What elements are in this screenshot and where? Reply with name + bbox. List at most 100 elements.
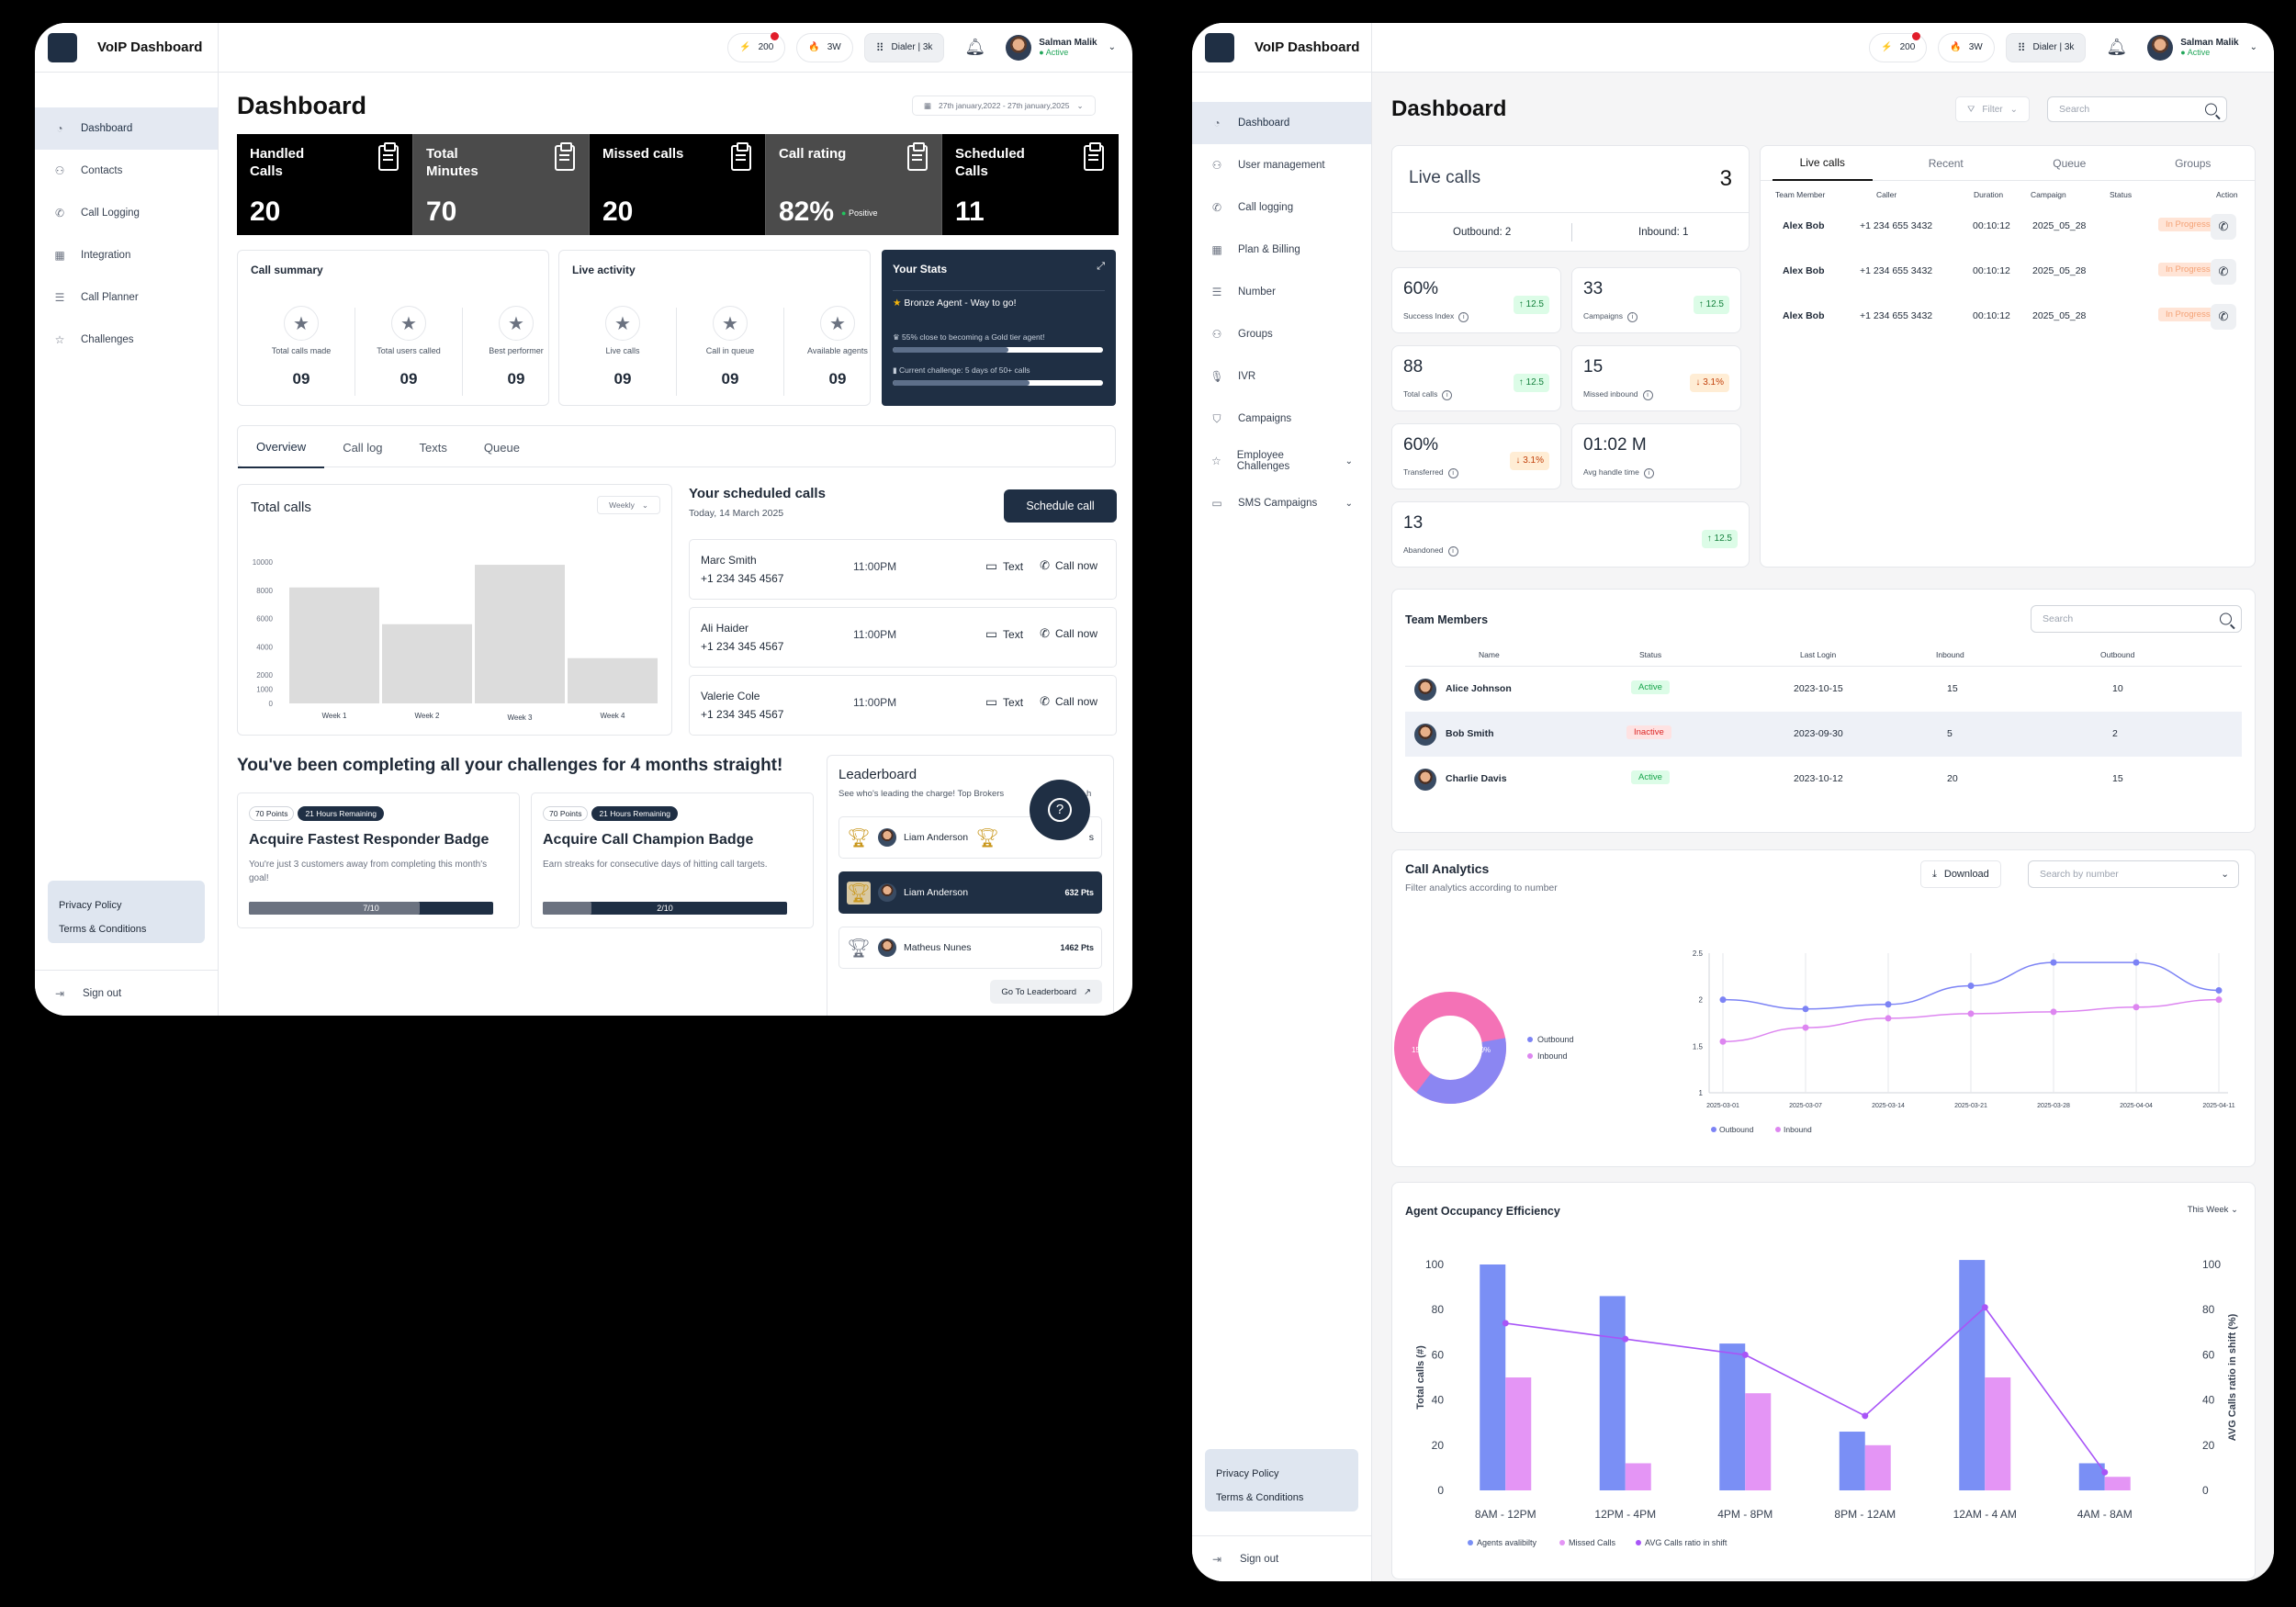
sidebar-item-number[interactable]: ☰ Number (1192, 271, 1371, 313)
user-name: Salman Malik (1039, 37, 1097, 48)
sidebar-item-plan-billing[interactable]: ▦ Plan & Billing (1192, 229, 1371, 271)
tab-call-log[interactable]: Call log (343, 440, 383, 455)
leaderboard-row[interactable]: 🏆︎ Matheus Nunes 1462 Pts (838, 927, 1102, 969)
sidebar-item-dashboard[interactable]: ◔ Dashboard (1192, 102, 1371, 144)
arrow-icon: ↗ (1084, 986, 1091, 997)
points-pill[interactable]: ⚡ 200 (727, 31, 786, 62)
metric-label: Available agents (807, 346, 868, 355)
sidebar-item-call-planner[interactable]: ☰ Call Planner (35, 276, 218, 319)
sidebar-item-ivr[interactable]: 🎙︎ IVR (1192, 355, 1371, 398)
call-now-button[interactable]: ✆ Call now (1040, 558, 1097, 572)
sign-out-button[interactable]: ⇥ Sign out (35, 970, 218, 1016)
sidebar-item-challenges[interactable]: ☆ Challenges (35, 319, 218, 361)
info-icon[interactable]: i (1643, 468, 1654, 478)
info-icon[interactable]: i (1627, 312, 1638, 322)
logo[interactable]: VoIP Dashboard (35, 23, 218, 73)
sidebar-item-label: Dashboard (81, 123, 133, 134)
info-icon[interactable]: i (1642, 390, 1653, 400)
info-icon[interactable]: i (1458, 312, 1469, 322)
user-menu[interactable]: Salman Malik ● Active ⌄ (1006, 34, 1116, 61)
user-status: ● Active (2180, 47, 2211, 57)
column-header: Status (2110, 190, 2133, 199)
tab-recent[interactable]: Recent (1928, 157, 1964, 170)
call-now-button[interactable]: ✆ Call now (1040, 626, 1097, 640)
terms-link[interactable]: Terms & Conditions (1216, 1492, 1304, 1503)
tab-texts[interactable]: Texts (419, 440, 447, 455)
sidebar-item-sms-campaigns[interactable]: ▭ SMS Campaigns ⌄ (1192, 482, 1371, 524)
dialer-pill[interactable]: ⠿ Dialer | 3k (863, 32, 945, 62)
data-point (2215, 987, 2223, 995)
sidebar-item-user-management[interactable]: ⚇ User management (1192, 144, 1371, 186)
star-icon: ★ (713, 306, 748, 341)
legend-label: Outbound (1537, 1035, 1574, 1044)
team-search-input[interactable]: Search (2031, 605, 2242, 633)
tab-groups[interactable]: Groups (2175, 157, 2212, 170)
sidebar-item-dashboard[interactable]: ◔ Dashboard (35, 107, 218, 150)
text-button[interactable]: ▭ Text (985, 626, 1024, 641)
arrow-down-icon: ↓ (1695, 377, 1704, 388)
text-button[interactable]: ▭ Text (985, 694, 1024, 709)
expand-icon[interactable]: ⤢ (1097, 261, 1105, 272)
scheduled-call-item: Marc Smith +1 234 345 4567 11:00PM ▭ Text ✆ Ca… (689, 539, 1117, 600)
phone-call-button[interactable]: ✆ (2211, 214, 2236, 240)
sign-out-button[interactable]: ⇥ Sign out (1192, 1535, 1371, 1581)
dialer-pill[interactable]: ⠿ Dialer | 3k (2005, 32, 2087, 62)
inbound-count: 5 (1947, 728, 1953, 739)
streak-pill[interactable]: 🔥 3W (796, 32, 853, 62)
search-input[interactable]: Search (2047, 96, 2227, 122)
leaderboard-subtitle: See who's leading the charge! Top Broker… (838, 789, 1092, 799)
text-button[interactable]: ▭ Text (985, 558, 1024, 573)
streak-pill[interactable]: 🔥 3W (1938, 32, 1995, 62)
privacy-policy-link[interactable]: Privacy Policy (59, 900, 122, 911)
go-to-leaderboard-button[interactable]: Go To Leaderboard ↗ (990, 980, 1102, 1004)
privacy-policy-link[interactable]: Privacy Policy (1216, 1468, 1279, 1479)
sidebar-item-employee-challenges[interactable]: ☆ Employee Challenges ⌄ (1192, 440, 1371, 482)
leaderboard-row[interactable]: 🏆︎ Liam Anderson 🏆︎ s (838, 816, 1102, 859)
sidebar-item-call-logging[interactable]: ✆ Call logging (1192, 186, 1371, 229)
points-pill[interactable]: ⚡ 200 (1869, 31, 1928, 62)
sidebar: VoIP Dashboard ◔ Dashboard ⚇ User managemen… (1192, 23, 1372, 1581)
number-search-select[interactable]: Search by number ⌄ (2028, 860, 2239, 888)
time-remaining-tag: 21 Hours Remaining (298, 806, 384, 821)
schedule-call-button[interactable]: Schedule call (1004, 489, 1117, 523)
help-button[interactable]: ? (1030, 780, 1090, 840)
leaderboard-row[interactable]: 🏆︎ Liam Anderson 632 Pts (838, 871, 1102, 914)
date-range-picker[interactable]: ▦ 27th january,2022 - 27th january,2025 ⌄ (912, 96, 1096, 116)
info-icon[interactable]: i (1442, 390, 1453, 400)
metric-item: ★ Live calls 09 (572, 306, 677, 396)
legal-links: Privacy Policy Terms & Conditions (1205, 1449, 1358, 1511)
table-header: Team Member Caller Duration Campaign Status A… (1761, 185, 2255, 207)
call-actions: ▭ Text ✆ Call now (985, 626, 1097, 642)
data-point (1885, 1015, 1892, 1022)
team-table: Name Status Last Login Inbound Outbound Alice… (1405, 645, 2242, 802)
user-menu[interactable]: Salman Malik ● Active ⌄ (2147, 34, 2257, 61)
period-select[interactable]: This Week ⌄ (2187, 1205, 2238, 1215)
tab-live-calls[interactable]: Live calls (1761, 146, 1885, 181)
filter-icon: ⛛ (1967, 104, 1975, 115)
info-icon[interactable]: i (1447, 546, 1458, 556)
metric-card: 15 Missed inbound i ↓ 3.1% (1571, 345, 1741, 411)
delta-badge: ↑ 12.5 (1701, 530, 1738, 548)
phone-call-button[interactable]: ✆ (2211, 259, 2236, 285)
sidebar-item-call-logging[interactable]: ✆ Call Logging (35, 192, 218, 234)
phone-call-button[interactable]: ✆ (2211, 304, 2236, 330)
period-select[interactable]: Weekly ⌄ (597, 496, 660, 514)
info-icon[interactable]: i (1447, 468, 1458, 478)
sidebar-item-campaigns[interactable]: ⛉ Campaigns (1192, 398, 1371, 440)
sidebar-item-integration[interactable]: ▦ Integration (35, 234, 218, 276)
download-button[interactable]: ⤓ Download (1920, 860, 2001, 888)
metric-label: Campaigns i (1583, 311, 1638, 322)
terms-link[interactable]: Terms & Conditions (59, 924, 147, 935)
notification-dot (1912, 31, 1921, 40)
bell-icon[interactable]: 🔔︎ (964, 38, 986, 56)
filter-button[interactable]: ⛛ Filter ⌄ (1955, 96, 2031, 122)
logo[interactable]: VoIP Dashboard (1192, 23, 1371, 73)
dialpad-icon: ⠿ (2017, 40, 2026, 54)
call-now-button[interactable]: ✆ Call now (1040, 694, 1097, 708)
tab-queue[interactable]: Queue (2053, 157, 2087, 170)
tab-overview[interactable]: Overview (238, 426, 325, 468)
bell-icon[interactable]: 🔔︎ (2106, 38, 2128, 56)
sidebar-item-contacts[interactable]: ⚇ Contacts (35, 150, 218, 192)
sidebar-item-groups[interactable]: ⚇ Groups (1192, 313, 1371, 355)
tab-queue[interactable]: Queue (483, 440, 520, 455)
